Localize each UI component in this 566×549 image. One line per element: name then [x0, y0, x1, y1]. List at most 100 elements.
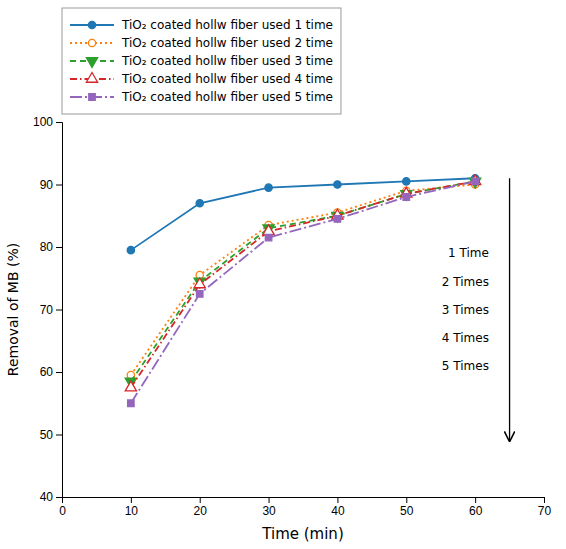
tick-mark	[269, 497, 270, 503]
tick: 80	[40, 240, 62, 254]
point	[196, 291, 202, 297]
legend-symbol	[88, 39, 95, 46]
legend-item: TiO₂ coated hollw fiber used 3 time	[70, 54, 333, 68]
annotation: 2 Times	[442, 275, 489, 289]
tick-label: 90	[40, 178, 54, 192]
point	[334, 216, 340, 222]
tick: 70	[538, 497, 552, 518]
point	[128, 400, 134, 406]
tick: 0	[59, 497, 66, 518]
legend-symbol	[86, 72, 97, 82]
tick-label: 20	[194, 504, 208, 518]
point	[265, 184, 272, 191]
series	[128, 178, 479, 406]
series	[127, 181, 479, 379]
tick: 40	[331, 497, 345, 518]
legend-item: TiO₂ coated hollw fiber used 4 time	[70, 72, 333, 86]
legend-item: TiO₂ coated hollw fiber used 2 time	[70, 36, 333, 50]
tick-label: 0	[59, 504, 66, 518]
tick-mark	[131, 497, 132, 503]
tick-label: 100	[33, 115, 53, 129]
point	[194, 278, 205, 288]
tick-label: 50	[400, 504, 414, 518]
legend-symbol	[86, 58, 97, 68]
tick: 20	[194, 497, 208, 518]
annotation: 5 Times	[442, 359, 489, 373]
legend-label: TiO₂ coated hollw fiber used 5 time	[121, 90, 333, 104]
point	[472, 178, 478, 184]
point	[196, 200, 203, 207]
tick-mark	[56, 122, 62, 123]
plot: 0 10 20 30 40 50 60 70 40 50 60 70 80 90 100 Time (min)…	[5, 115, 551, 543]
axis-line	[56, 123, 63, 498]
arrow	[509, 178, 510, 441]
y-axis: 40 50 60 70 80 90 100	[33, 115, 63, 504]
tick: 60	[40, 365, 62, 379]
tick: 90	[40, 178, 62, 192]
legend-label: TiO₂ coated hollw fiber used 1 time	[121, 18, 333, 32]
tick-mark	[56, 310, 62, 311]
tick-mark	[475, 497, 476, 503]
tick: 50	[400, 497, 414, 518]
tick-label: 40	[331, 504, 345, 518]
tick-label: 70	[40, 303, 54, 317]
y-axis-title: Removal of MB (%)	[5, 243, 21, 376]
point	[127, 246, 134, 253]
series	[125, 175, 481, 391]
point	[334, 181, 341, 188]
point	[194, 278, 205, 288]
annotation: 1 Time	[448, 246, 489, 260]
tick: 60	[469, 497, 483, 518]
axis-line	[63, 498, 545, 504]
tick-mark	[544, 497, 545, 503]
series-line	[131, 181, 475, 403]
marks	[125, 175, 481, 407]
tick-label: 70	[538, 504, 552, 518]
legend-symbol	[89, 94, 95, 100]
legend-label: TiO₂ coated hollw fiber used 4 time	[121, 72, 333, 86]
tick-label: 60	[40, 365, 54, 379]
tick-label: 60	[469, 504, 483, 518]
tick-mark	[56, 185, 62, 186]
series-line	[131, 181, 475, 387]
point	[265, 234, 271, 240]
tick-label: 10	[125, 504, 139, 518]
point	[403, 178, 410, 185]
tick-mark	[56, 247, 62, 248]
series-line	[131, 181, 475, 381]
tick-mark	[337, 497, 338, 503]
tick-mark	[406, 497, 407, 503]
tick-label: 30	[262, 504, 276, 518]
tick: 100	[33, 115, 62, 129]
tick-mark	[200, 497, 201, 503]
legend-label: TiO₂ coated hollw fiber used 3 time	[121, 54, 333, 68]
tick-label: 50	[40, 428, 54, 442]
tick-label: 80	[40, 240, 54, 254]
legend-item: TiO₂ coated hollw fiber used 5 time	[70, 90, 333, 104]
point	[403, 194, 409, 200]
series	[127, 175, 479, 254]
x-axis: 0 10 20 30 40 50 60 70	[59, 497, 551, 518]
tick: 70	[40, 303, 62, 317]
tick: 50	[40, 428, 62, 442]
point	[263, 225, 274, 235]
annotation: 3 Times	[442, 303, 489, 317]
tick-label: 40	[40, 490, 54, 504]
legend-item: TiO₂ coated hollw fiber used 1 time	[70, 18, 333, 32]
legend-label: TiO₂ coated hollw fiber used 2 time	[121, 36, 333, 50]
legend-symbol	[88, 21, 95, 28]
annotation: 4 Times	[442, 331, 489, 345]
point	[263, 225, 274, 235]
annotations: 1 Time 2 Times 3 Times 4 Times 5 Times	[442, 178, 510, 441]
legend-box	[62, 8, 341, 114]
tick: 40	[40, 490, 62, 504]
series-line	[131, 185, 475, 376]
tick-mark	[56, 435, 62, 436]
tick: 30	[262, 497, 276, 518]
tick: 10	[125, 497, 139, 518]
legend: TiO₂ coated hollw fiber used 1 time TiO₂ …	[62, 8, 341, 114]
chart: 0 10 20 30 40 50 60 70 40 50 60 70 80 90 100 Time (min)…	[0, 0, 566, 549]
tick-mark	[56, 372, 62, 373]
point	[125, 381, 136, 391]
x-axis-title: Time (min)	[261, 525, 343, 543]
